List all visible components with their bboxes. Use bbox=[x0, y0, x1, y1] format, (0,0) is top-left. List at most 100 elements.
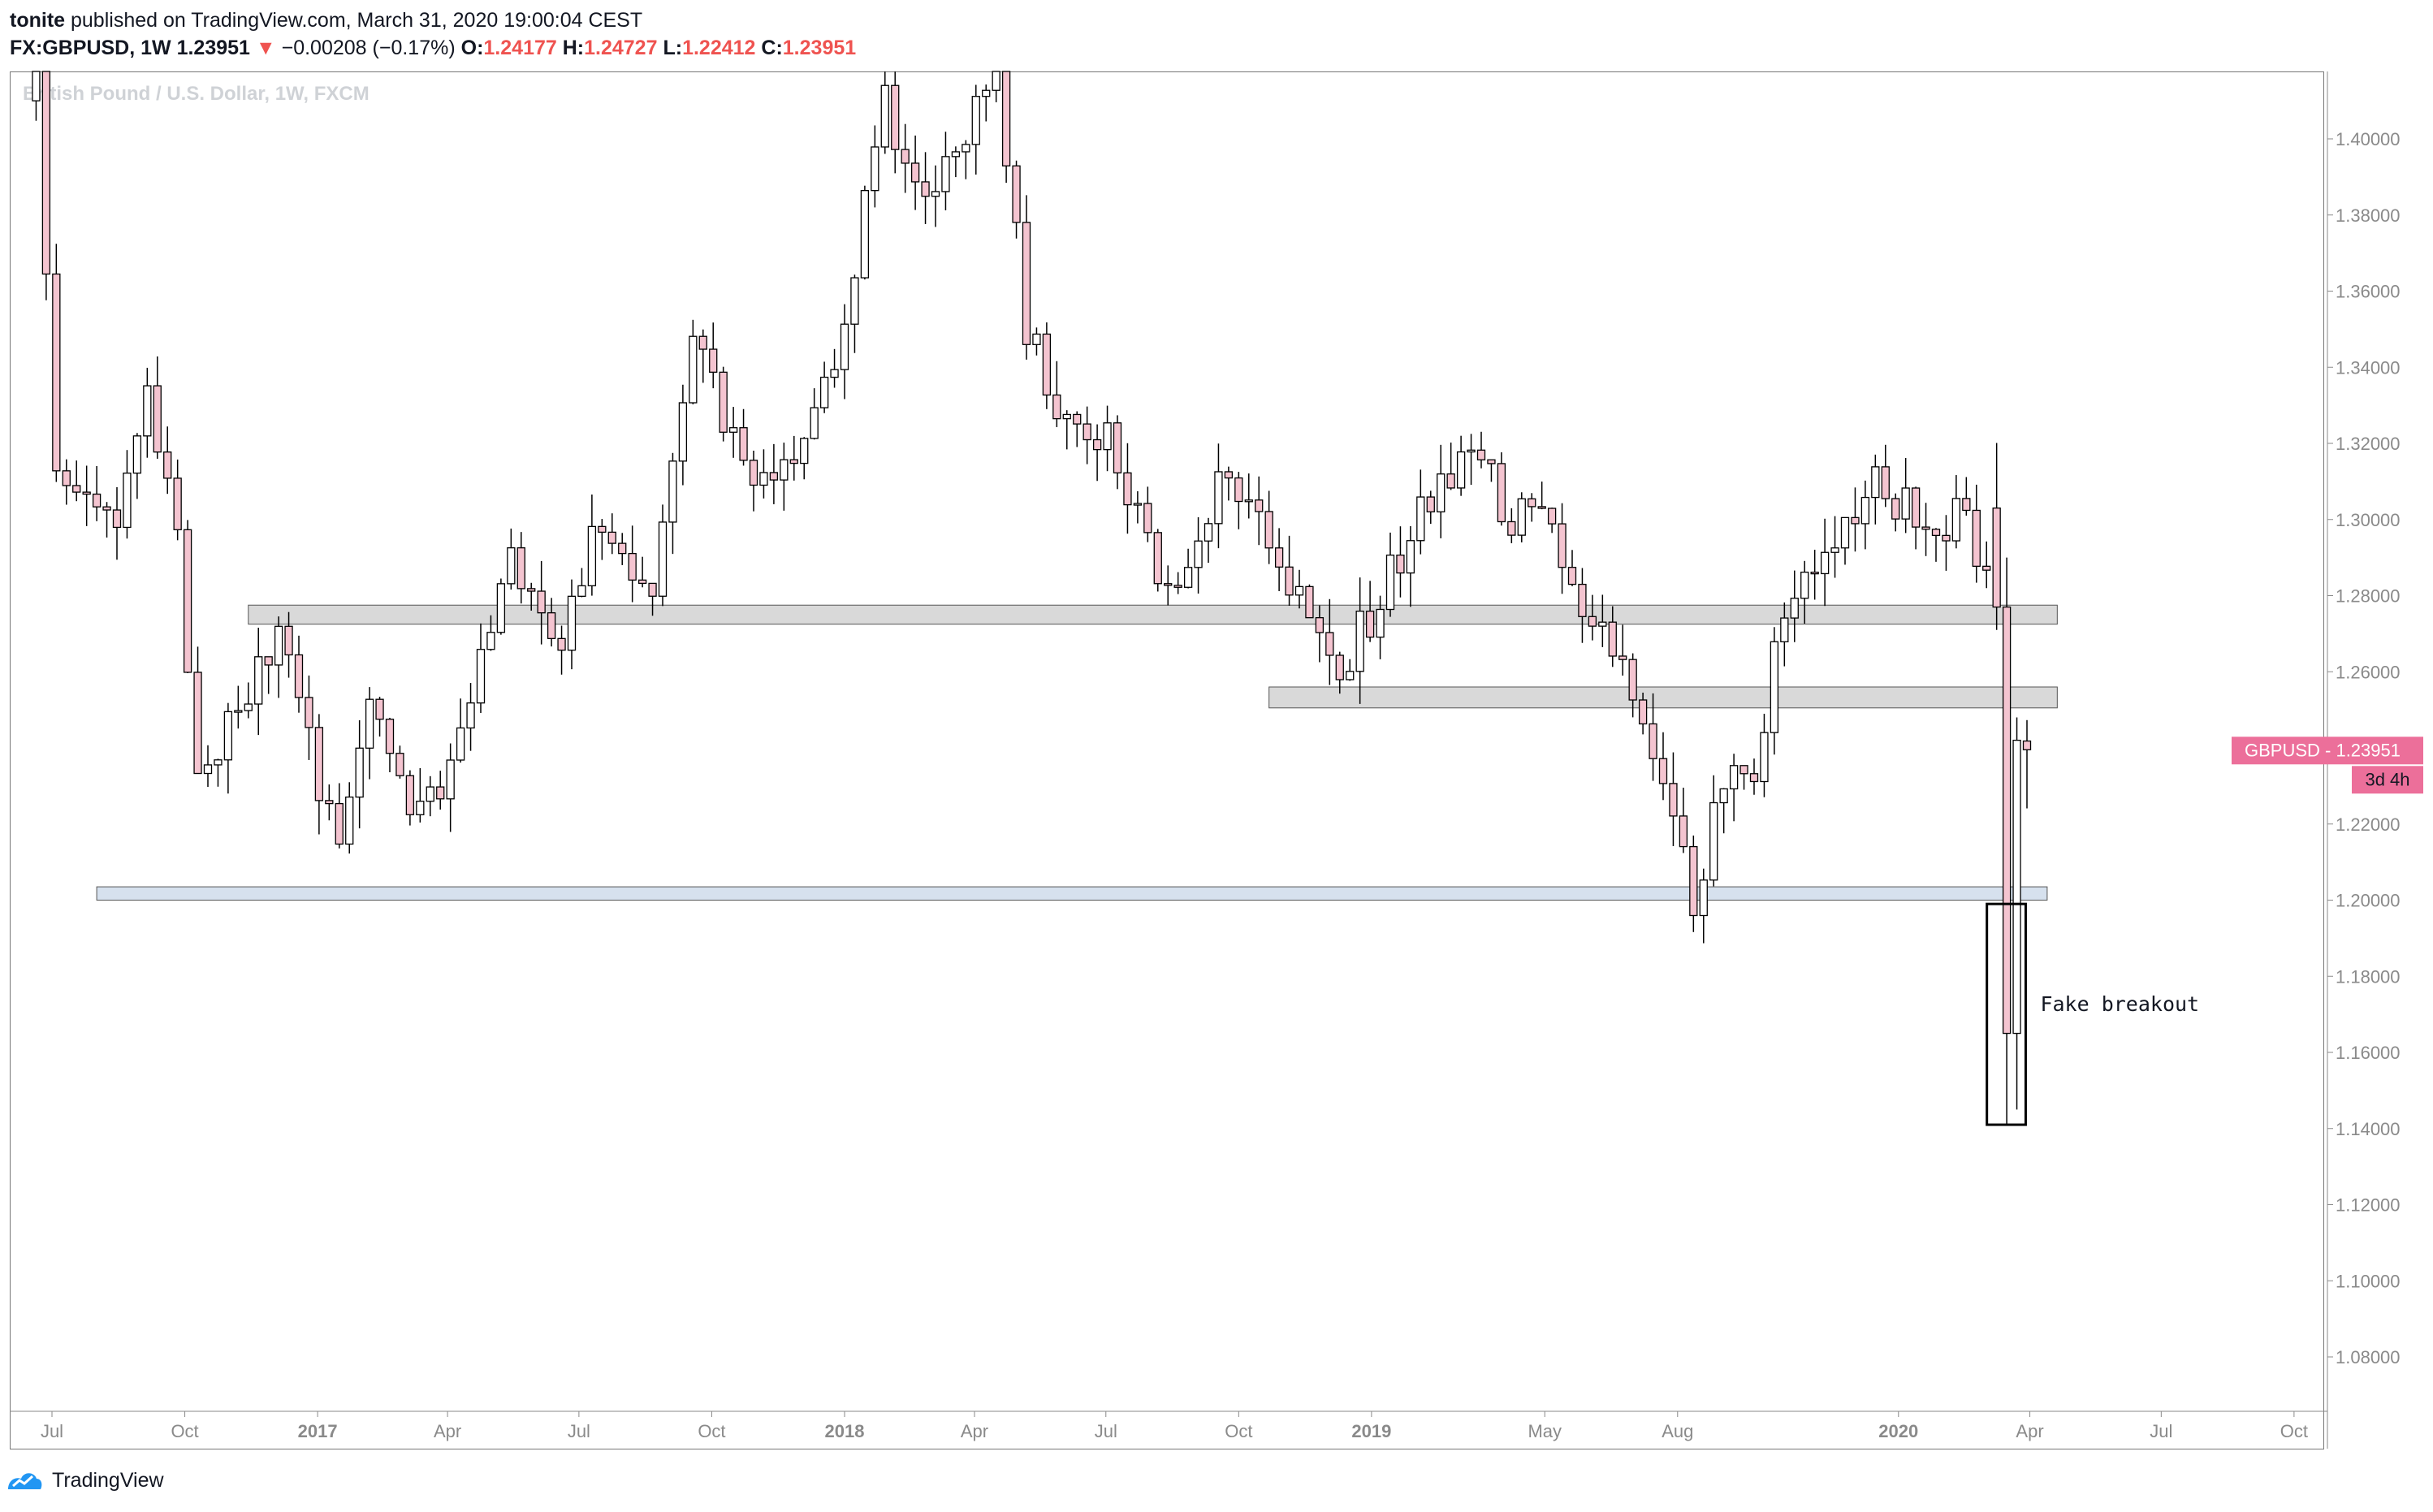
candle[interactable] bbox=[1547, 508, 1557, 534]
candle[interactable] bbox=[365, 687, 374, 780]
candle[interactable] bbox=[830, 348, 839, 388]
candle[interactable] bbox=[2022, 719, 2032, 809]
candle[interactable] bbox=[214, 758, 223, 787]
candle[interactable] bbox=[112, 486, 122, 560]
candle[interactable] bbox=[1567, 550, 1577, 586]
candle[interactable] bbox=[244, 682, 253, 719]
candle[interactable] bbox=[749, 451, 758, 512]
candle[interactable] bbox=[668, 452, 677, 555]
candle[interactable] bbox=[1285, 535, 1294, 606]
candle[interactable] bbox=[759, 449, 768, 499]
candle[interactable] bbox=[1001, 71, 1011, 184]
candle[interactable] bbox=[1346, 659, 1355, 681]
candle[interactable] bbox=[618, 533, 627, 565]
candle[interactable] bbox=[314, 714, 324, 835]
candle[interactable] bbox=[1800, 560, 1809, 624]
tradingview-logo-icon[interactable] bbox=[6, 1468, 44, 1493]
candle[interactable] bbox=[102, 502, 111, 538]
candle[interactable] bbox=[254, 628, 263, 736]
candle[interactable] bbox=[567, 579, 577, 670]
candle[interactable] bbox=[486, 615, 495, 651]
candle[interactable] bbox=[476, 623, 486, 713]
candle[interactable] bbox=[92, 465, 102, 521]
candle[interactable] bbox=[921, 152, 930, 224]
candle[interactable] bbox=[1739, 765, 1748, 790]
candle[interactable] bbox=[395, 745, 404, 779]
candle[interactable] bbox=[1780, 602, 1789, 667]
candle[interactable] bbox=[516, 532, 525, 604]
candle[interactable] bbox=[1062, 410, 1071, 450]
candle[interactable] bbox=[1234, 472, 1243, 529]
candle[interactable] bbox=[1103, 405, 1112, 472]
candle[interactable] bbox=[1860, 480, 1870, 550]
candle[interactable] bbox=[810, 388, 819, 440]
candle[interactable] bbox=[1214, 443, 1223, 549]
candle[interactable] bbox=[1891, 493, 1900, 532]
candle[interactable] bbox=[1123, 443, 1132, 534]
candle[interactable] bbox=[951, 146, 961, 178]
candle[interactable] bbox=[1042, 322, 1052, 409]
candle[interactable] bbox=[1618, 624, 1627, 676]
candle[interactable] bbox=[728, 407, 738, 458]
candle[interactable] bbox=[1406, 525, 1415, 607]
candle[interactable] bbox=[1355, 577, 1364, 704]
candle[interactable] bbox=[32, 71, 41, 121]
candle[interactable] bbox=[1183, 548, 1193, 589]
candle[interactable] bbox=[1982, 541, 1991, 589]
candle[interactable] bbox=[628, 525, 637, 603]
candle[interactable] bbox=[234, 685, 243, 729]
candle[interactable] bbox=[1164, 565, 1173, 606]
candle[interactable] bbox=[598, 519, 607, 560]
candle[interactable] bbox=[992, 71, 1000, 102]
candle[interactable] bbox=[1426, 490, 1435, 525]
candle[interactable] bbox=[891, 71, 900, 174]
candle[interactable] bbox=[2012, 717, 2021, 1110]
candle[interactable] bbox=[871, 125, 879, 208]
candle[interactable] bbox=[1194, 516, 1203, 594]
candle[interactable] bbox=[375, 697, 384, 737]
candle[interactable] bbox=[689, 319, 698, 404]
candle[interactable] bbox=[426, 775, 434, 817]
candle[interactable] bbox=[1608, 606, 1617, 667]
candle[interactable] bbox=[819, 361, 829, 413]
candle[interactable] bbox=[1669, 752, 1678, 847]
candle[interactable] bbox=[1628, 653, 1637, 718]
candle[interactable] bbox=[284, 611, 293, 678]
candle[interactable] bbox=[1437, 444, 1446, 538]
candle[interactable] bbox=[789, 435, 798, 481]
candle[interactable] bbox=[496, 578, 506, 635]
candle[interactable] bbox=[910, 135, 920, 210]
candle[interactable] bbox=[860, 185, 870, 280]
candle[interactable] bbox=[1113, 415, 1122, 490]
candle[interactable] bbox=[1689, 835, 1698, 932]
candle[interactable] bbox=[769, 443, 779, 504]
candle[interactable] bbox=[1083, 406, 1091, 464]
candle[interactable] bbox=[1942, 515, 1951, 571]
candle[interactable] bbox=[1456, 435, 1466, 496]
candle[interactable] bbox=[1467, 434, 1476, 485]
candle[interactable] bbox=[436, 771, 445, 810]
candle[interactable] bbox=[173, 459, 182, 541]
candle[interactable] bbox=[1588, 594, 1597, 641]
candle[interactable] bbox=[971, 84, 980, 175]
candle[interactable] bbox=[335, 783, 344, 849]
candle[interactable] bbox=[1487, 459, 1496, 482]
candle[interactable] bbox=[72, 460, 81, 502]
candle[interactable] bbox=[1052, 361, 1061, 428]
candle[interactable] bbox=[1305, 584, 1314, 619]
candle[interactable] bbox=[1012, 160, 1021, 239]
candle[interactable] bbox=[325, 784, 334, 821]
candle[interactable] bbox=[52, 244, 61, 482]
candle[interactable] bbox=[1274, 528, 1284, 591]
candle[interactable] bbox=[456, 698, 465, 763]
candle[interactable] bbox=[1760, 713, 1769, 797]
candle[interactable] bbox=[203, 745, 213, 788]
candle[interactable] bbox=[1325, 598, 1334, 685]
candle[interactable] bbox=[153, 356, 162, 459]
candle[interactable] bbox=[931, 165, 940, 227]
candle[interactable] bbox=[527, 582, 536, 611]
candle[interactable] bbox=[1385, 532, 1395, 617]
candle[interactable] bbox=[416, 767, 425, 823]
author-name[interactable]: tonite bbox=[10, 9, 66, 32]
candle[interactable] bbox=[1558, 503, 1567, 594]
